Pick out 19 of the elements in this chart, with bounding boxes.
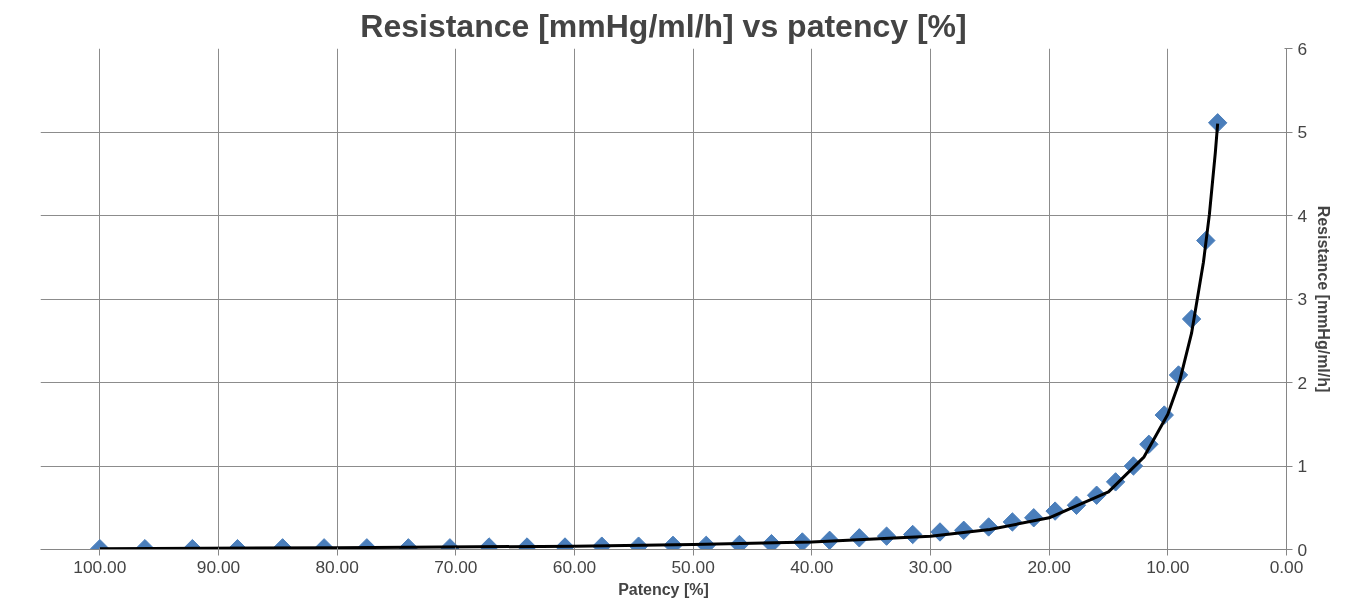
x-tick-label: 70.00	[434, 556, 478, 577]
x-axis-title: Patency [%]	[618, 580, 709, 598]
y2-tick-label: 6	[1297, 38, 1308, 59]
x-tick-label: 90.00	[196, 556, 241, 577]
x-tick-label: 10.00	[1146, 556, 1190, 577]
x-tick-label: 20.00	[1027, 556, 1071, 577]
x-tick-label: 60.00	[552, 556, 597, 577]
x-tick-label: 100.00	[73, 556, 127, 577]
x-tick-label: 80.00	[315, 556, 359, 577]
y2-tick-label: 3	[1297, 289, 1308, 309]
x-tick-label: 40.00	[790, 556, 834, 577]
y2-tick-label: 1	[1297, 456, 1308, 476]
x-tick-label: 50.00	[671, 556, 715, 577]
x-tick-label: 30.00	[908, 556, 953, 577]
y2-tick-label: 4	[1297, 205, 1308, 226]
y2-axis-title: Resistance [mmHg/ml/h]	[1315, 205, 1333, 393]
y2-tick-label: 2	[1297, 372, 1308, 393]
chart-title: Resistance [mmHg/ml/h] vs patency [%]	[360, 7, 967, 44]
y2-tick-label: 5	[1297, 122, 1308, 142]
